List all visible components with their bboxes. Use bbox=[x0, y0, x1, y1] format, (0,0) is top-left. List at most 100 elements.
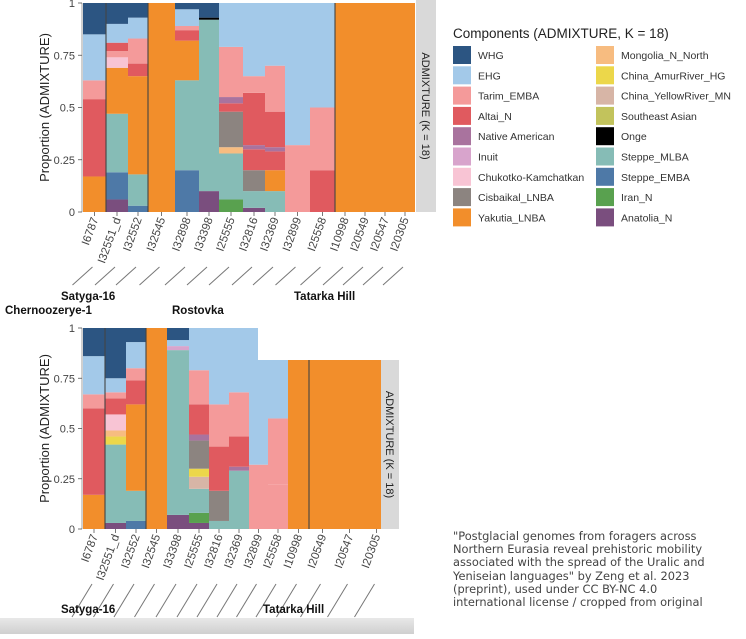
x-tick-label: I32551_d bbox=[96, 216, 124, 265]
bar-segment bbox=[209, 520, 229, 529]
bar-segment bbox=[105, 392, 126, 399]
bar-segment bbox=[175, 80, 199, 171]
bars bbox=[83, 328, 390, 533]
bar-segment bbox=[83, 176, 106, 212]
group-separators bbox=[105, 3, 336, 212]
bar-segment bbox=[265, 3, 285, 66]
x-tick-label: I25558 bbox=[262, 533, 285, 570]
bar-segment bbox=[189, 440, 209, 469]
bar-segment bbox=[229, 466, 249, 471]
legend-key bbox=[453, 188, 471, 207]
bar-segment bbox=[335, 3, 355, 212]
bar-segment bbox=[175, 40, 199, 81]
y-tick-label: 0.75 bbox=[54, 50, 75, 62]
bar-segment bbox=[189, 404, 209, 435]
bar-segment bbox=[243, 3, 265, 77]
label-connector bbox=[72, 266, 93, 286]
bar-segment bbox=[336, 328, 363, 529]
y-tick-label: 0.5 bbox=[60, 103, 75, 115]
y-tick-label: 0 bbox=[69, 207, 75, 219]
bar-segment bbox=[83, 394, 105, 409]
bar-segment bbox=[285, 145, 310, 212]
label-connector bbox=[354, 583, 375, 618]
label-connector bbox=[327, 583, 348, 618]
bar-segment bbox=[243, 76, 265, 93]
bar-I25555 bbox=[219, 3, 243, 216]
bar-segment bbox=[219, 97, 243, 104]
y-tick-label: 0.5 bbox=[60, 424, 75, 436]
bar-I32816 bbox=[243, 3, 265, 216]
bar-segment bbox=[105, 436, 126, 445]
label-connector bbox=[322, 266, 344, 286]
label-connector bbox=[231, 266, 253, 286]
bar-I20547 bbox=[336, 328, 363, 533]
legend-key bbox=[596, 167, 614, 186]
bar-segment bbox=[105, 444, 126, 523]
bar-segment bbox=[199, 19, 219, 192]
legend-label: Mongolia_N_North bbox=[621, 50, 709, 62]
legend-label: Inuit bbox=[478, 152, 498, 164]
bar-segment bbox=[106, 3, 128, 24]
bar-segment bbox=[219, 103, 243, 112]
bar-I32816 bbox=[209, 328, 229, 533]
bar-segment bbox=[126, 490, 146, 521]
bar-I20547 bbox=[375, 3, 395, 216]
x-tick-label: I25558 bbox=[306, 216, 329, 253]
bar-segment bbox=[105, 328, 126, 379]
y-axis-label: Proportion (ADMIXTURE) bbox=[37, 33, 52, 182]
bar-segment bbox=[375, 3, 395, 212]
bar-segment bbox=[310, 3, 335, 108]
bar-segment bbox=[189, 434, 209, 441]
cropped-bottom-strip bbox=[0, 618, 414, 634]
y-axis: 0 0.25 0.5 0.75 1 Proportion (ADMIXTURE) bbox=[37, 0, 83, 219]
label-connector bbox=[134, 583, 155, 618]
legend-label: China_AmurRiver_HG bbox=[621, 70, 725, 82]
group-labels: Chernoozerye-1 Satyga-16 Rostovka Tatarka H… bbox=[5, 291, 355, 317]
label-connector bbox=[164, 266, 186, 286]
legend-key bbox=[596, 106, 614, 125]
bars bbox=[83, 3, 415, 216]
bar-I20549 bbox=[309, 328, 336, 533]
label-connector bbox=[71, 583, 93, 618]
bar-I10998 bbox=[288, 328, 309, 533]
bar-segment bbox=[268, 418, 288, 485]
x-tick-label: I32552 bbox=[120, 533, 143, 570]
chart-panel-1: 0 0.25 0.5 0.75 1 Proportion (ADMIXTURE) ADMIX… bbox=[5, 0, 436, 317]
bar-I32552 bbox=[128, 3, 148, 216]
group-label: Tatarka Hill bbox=[294, 291, 355, 303]
bar-segment bbox=[105, 414, 126, 431]
bar-I32552 bbox=[126, 328, 146, 533]
bar-I32899 bbox=[285, 3, 310, 216]
bar-segment bbox=[243, 145, 265, 150]
bar-segment bbox=[288, 328, 309, 529]
bar-segment bbox=[83, 494, 105, 529]
bar-segment bbox=[265, 65, 285, 112]
bar-segment bbox=[175, 3, 199, 10]
legend-key bbox=[453, 46, 471, 64]
cropped-white-region bbox=[258, 323, 414, 360]
bar-segment bbox=[243, 92, 265, 146]
bar-I32369 bbox=[229, 328, 249, 533]
bar-segment bbox=[106, 199, 128, 212]
bar-segment bbox=[148, 3, 175, 212]
bar-segment bbox=[395, 3, 415, 212]
bar-I10998 bbox=[335, 3, 355, 216]
bar-segment bbox=[189, 476, 209, 489]
bar-segment bbox=[83, 99, 106, 177]
bar-segment bbox=[219, 46, 243, 98]
bar-segment bbox=[83, 80, 106, 100]
bar-segment bbox=[105, 522, 126, 529]
legend-label: Tarim_EMBA bbox=[478, 91, 539, 103]
bar-segment bbox=[126, 368, 146, 381]
legend-label: Steppe_EMBA bbox=[621, 172, 690, 184]
bar-segment bbox=[229, 436, 249, 467]
bar-segment bbox=[126, 328, 146, 343]
y-tick-label: 1 bbox=[69, 323, 75, 335]
x-tick-label: I33398 bbox=[193, 216, 216, 253]
bar-I33398 bbox=[167, 328, 189, 533]
bar-I20305 bbox=[395, 3, 415, 216]
bar-segment bbox=[146, 328, 167, 529]
bar-segment bbox=[83, 408, 105, 495]
bar-segment bbox=[105, 398, 126, 415]
bar-segment bbox=[243, 149, 265, 171]
